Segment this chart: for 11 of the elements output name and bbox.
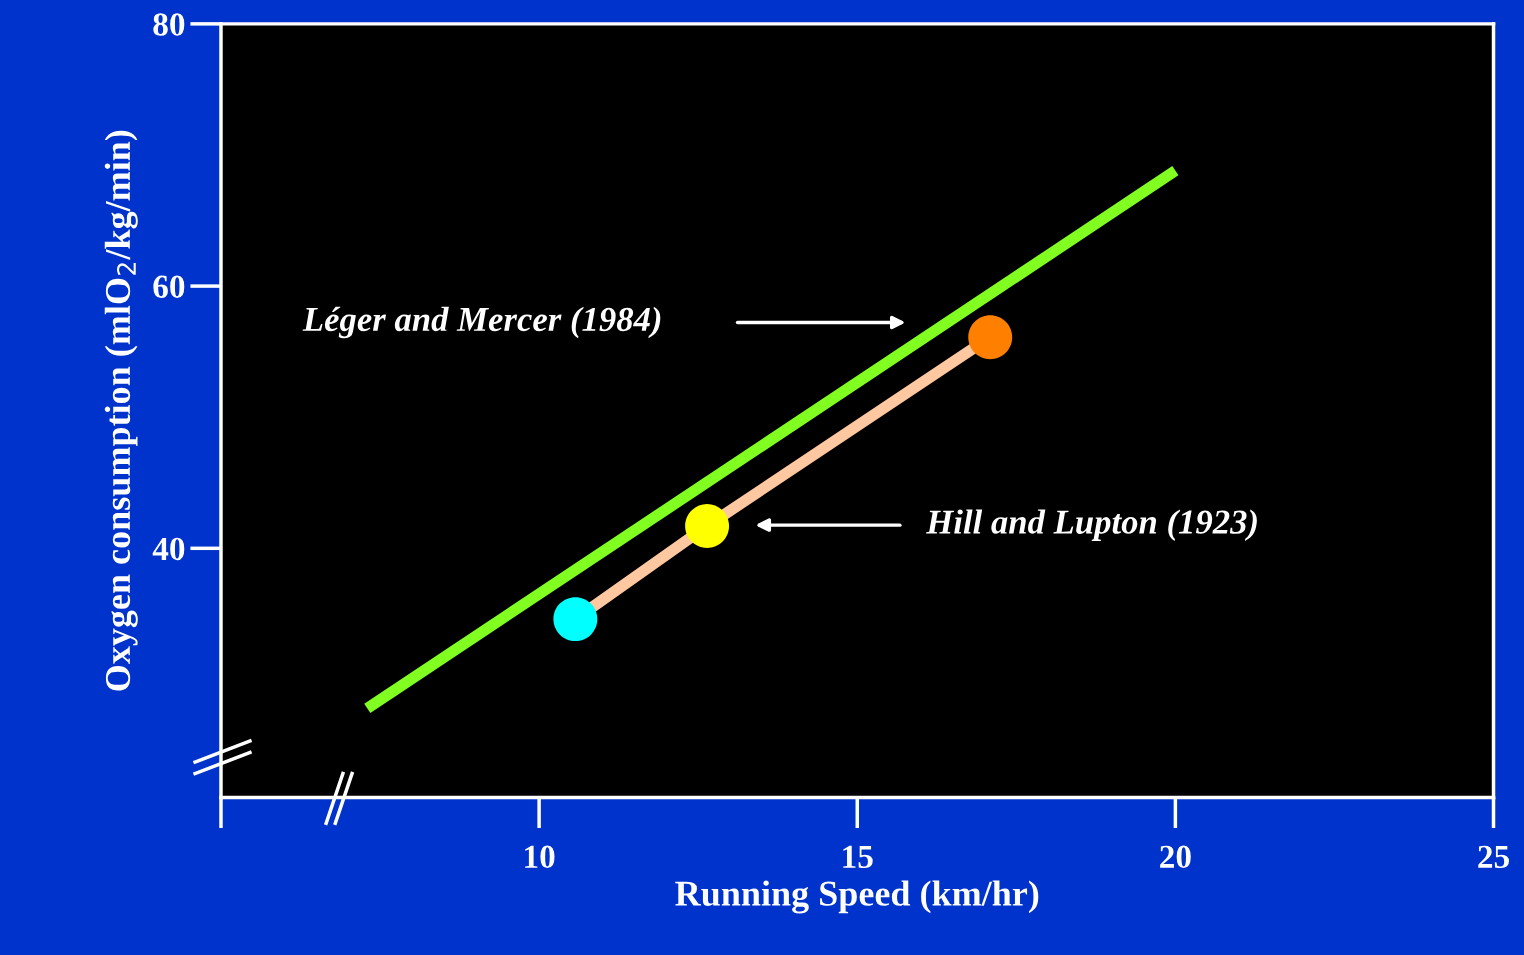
y-tick-label: 80 — [153, 13, 185, 36]
annotation: Hill and Lupton (1923) — [926, 509, 1257, 541]
x-tick-label: 25 — [1478, 845, 1509, 869]
y-axis-title: Oxygen consumption (mlO$_{2}$/kg/min) — [104, 130, 138, 691]
x-tick-label: 10 — [525, 845, 555, 869]
annotation: Léger and Mercer (1984) — [302, 306, 661, 339]
x-tick-label: 20 — [1160, 845, 1191, 869]
y-tick-label: 60 — [153, 275, 185, 298]
x-axis-title: Running Speed (km/hr) — [675, 880, 1039, 914]
y-tick-label: 40 — [152, 537, 185, 561]
x-tick-label: 15 — [843, 845, 873, 869]
